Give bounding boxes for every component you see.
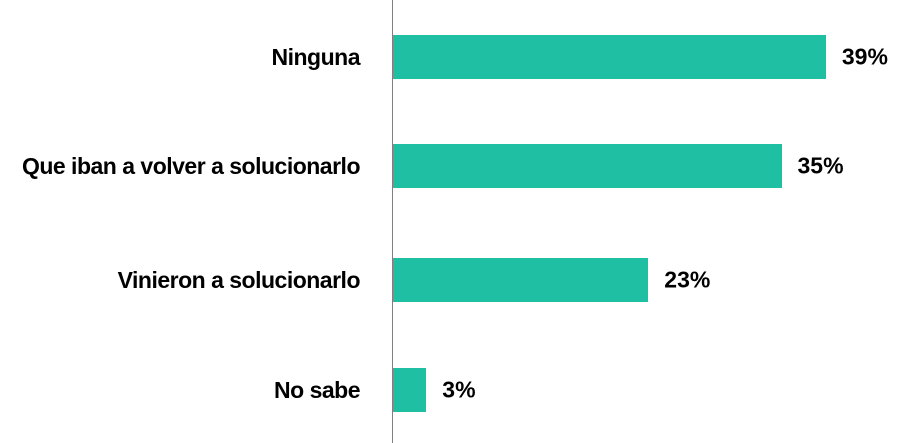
- bar: [393, 35, 826, 79]
- value-label: 3%: [442, 376, 476, 403]
- category-label: Que iban a volver a solucionarlo: [21, 153, 361, 179]
- category-label: Ninguna: [271, 44, 361, 70]
- category-axis: [392, 0, 393, 443]
- bar: [393, 258, 649, 302]
- bar: [393, 368, 427, 412]
- value-label: 23%: [664, 266, 711, 293]
- value-label: 39%: [841, 43, 888, 70]
- bar: [393, 144, 782, 188]
- category-label: Vinieron a solucionarlo: [117, 267, 361, 293]
- value-label: 35%: [797, 152, 844, 179]
- category-label: No sabe: [274, 377, 360, 403]
